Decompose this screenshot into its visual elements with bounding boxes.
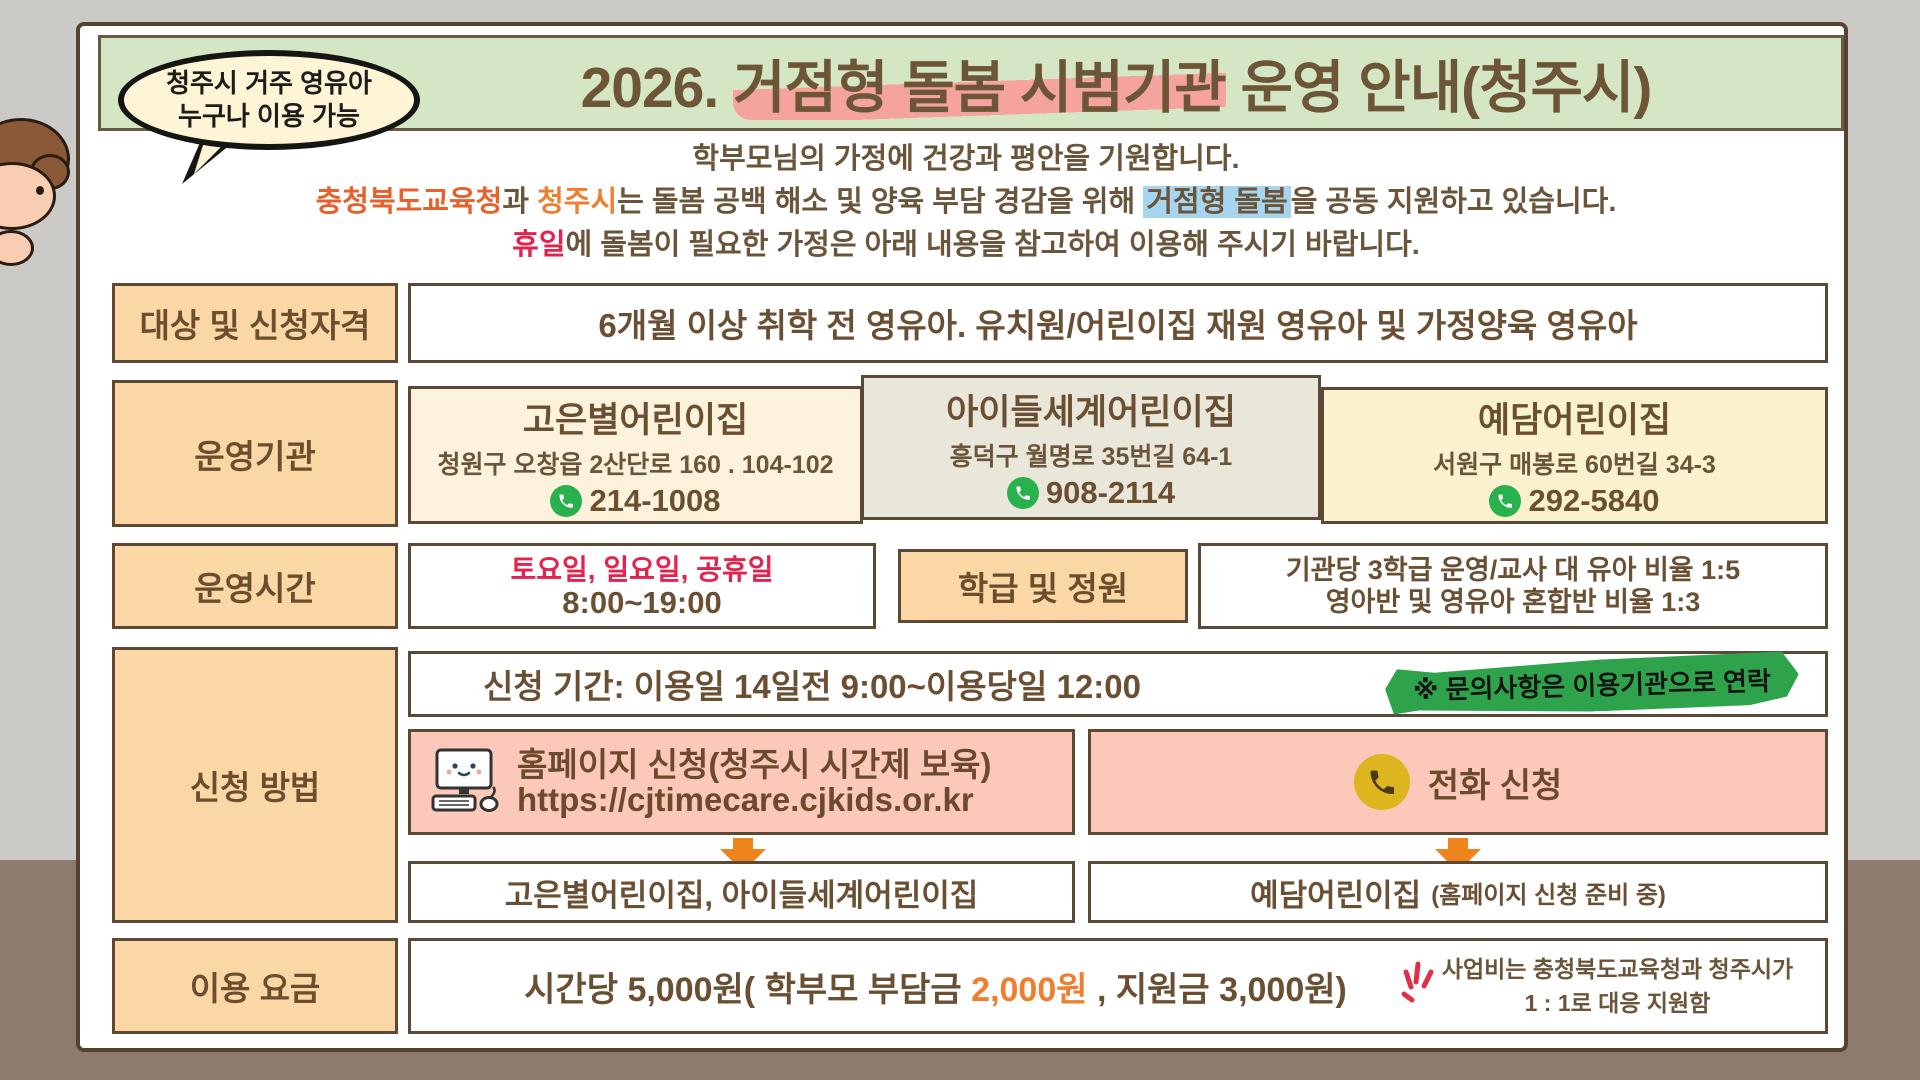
web-apply-text: 홈페이지 신청(청주시 시간제 보육) https://cjtimecare.c…: [517, 747, 992, 817]
blue-highlight-geojeom-dolbom: 거점형 돌봄: [1143, 186, 1291, 218]
center-name: 예담어린이집: [1477, 401, 1672, 440]
title-post: 운영 안내(청주시): [1225, 56, 1653, 120]
hours-content: 토요일, 일요일, 공휴일 8:00~19:00: [408, 543, 876, 629]
apply-period-text: 신청 기간: 이용일 14일전 9:00~이용당일 12:00: [483, 668, 1141, 705]
intro-line2: 충청북도교육청과 청주시는 돌봄 공백 해소 및 양육 부담 경감을 위해 거점…: [315, 186, 1617, 218]
speech-bubble-line1: 청주시 거주 영유아: [166, 68, 372, 98]
holiday-emphasis: 휴일: [512, 229, 566, 261]
center-card-goeunbyeol: 고은별어린이집 청원구 오창읍 2산단로 160 . 104-102 214-1…: [408, 386, 863, 524]
speech-bubble-tail: [182, 138, 236, 184]
parent-fee-emphasis: 2,000원: [971, 970, 1088, 1009]
apply-period-cell: 신청 기간: 이용일 14일전 9:00~이용당일 12:00 ※ 문의사항은 …: [408, 651, 1828, 717]
center-phone-number: 214-1008: [589, 482, 721, 518]
intro-paragraph: 학부모님의 가정에 건강과 평안을 기원합니다. 충청북도교육청과 청주시는 돌…: [80, 138, 1852, 267]
center-card-aideulsegye: 아이들세계어린이집 흥덕구 월명로 35번길 64-1 908-2114: [861, 375, 1321, 520]
phone-apply-target-note: (홈페이지 신청 준비 중): [1431, 881, 1666, 909]
phone-icon: [1006, 477, 1039, 509]
eligibility-content: 6개월 이상 취학 전 영유아. 유치원/어린이집 재원 영유아 및 가정양육 …: [408, 283, 1828, 363]
row-label-eligibility: 대상 및 신청자격: [112, 283, 398, 363]
row-label-fee: 이용 요금: [112, 938, 398, 1034]
intro-line1: 학부모님의 가정에 건강과 평안을 기원합니다.: [692, 143, 1240, 175]
child-hand: [0, 230, 34, 266]
title-highlighted-part: 거점형 돌봄 시범기관: [733, 56, 1227, 120]
center-card-yedam: 예담어린이집 서원구 매봉로 60번길 34-3 292-5840: [1321, 387, 1828, 524]
web-apply-targets: 고은별어린이집, 아이들세계어린이집: [408, 861, 1075, 923]
fee-note-text: 사업비는 충청북도교육청과 청주시가 1 : 1로 대응 지원함: [1441, 956, 1794, 1016]
center-phone-number: 292-5840: [1528, 483, 1660, 518]
capacity-line1: 기관당 3학급 운영/교사 대 유아 비율 1:5: [1285, 555, 1741, 585]
row-label-hours: 운영시간: [112, 543, 398, 629]
phone-icon: [550, 484, 583, 517]
operating-time: 8:00~19:00: [562, 584, 722, 620]
center-phone-row: 214-1008: [550, 482, 721, 519]
contact-note-green-highlight: ※ 문의사항은 이용기관으로 연락: [1384, 651, 1799, 717]
web-apply-url: https://cjtimecare.cjkids.or.kr: [517, 781, 974, 818]
center-phone-row: 908-2114: [1006, 475, 1176, 511]
red-emphasis-doodle-icon: [1401, 961, 1434, 1003]
phone-apply-box: 전화 신청: [1088, 729, 1828, 835]
speech-bubble-line2: 누구나 이용 가능: [178, 101, 360, 131]
down-arrow-icon: [720, 838, 766, 872]
phone-icon: [1489, 485, 1522, 517]
peeking-child-illustration: [0, 118, 80, 268]
speech-bubble: 청주시 거주 영유아 누구나 이용 가능: [118, 50, 420, 150]
page-title: 2026. 거점형 돌봄 시범기관 운영 안내(청주시): [291, 42, 1652, 124]
fee-side-note: 사업비는 충청북도교육청과 청주시가 1 : 1로 대응 지원함: [1400, 952, 1795, 1020]
telephone-icon: [1353, 754, 1410, 810]
row-label-institutions: 운영기관: [112, 380, 398, 527]
center-name: 아이들세계어린이집: [946, 393, 1236, 432]
phone-apply-title: 전화 신청: [1427, 766, 1563, 805]
center-address: 청원구 오창읍 2산단로 160 . 104-102: [437, 450, 834, 479]
web-apply-box: 홈페이지 신청(청주시 시간제 보육) https://cjtimecare.c…: [408, 729, 1075, 835]
center-name: 고은별어린이집: [522, 400, 749, 440]
center-phone-number: 908-2114: [1045, 475, 1176, 510]
phone-apply-target: 예담어린이집 (홈페이지 신청 준비 중): [1088, 861, 1828, 923]
child-eye: [36, 186, 44, 195]
center-address: 흥덕구 월명로 35번길 64-1: [949, 443, 1233, 471]
title-pre: 2026.: [580, 56, 734, 120]
down-arrow-icon: [1435, 838, 1481, 872]
capacity-content: 기관당 3학급 운영/교사 대 유아 비율 1:5 영아반 및 영유아 혼합반 …: [1198, 543, 1828, 629]
org-chungbuk-office: 충청북도교육청: [315, 186, 503, 218]
fee-content: 시간당 5,000원( 학부모 부담금 2,000원 , 지원금 3,000원)…: [408, 938, 1828, 1034]
capacity-line2: 영아반 및 영유아 혼합반 비율 1:3: [1325, 587, 1701, 617]
operating-days: 토요일, 일요일, 공휴일: [510, 553, 774, 585]
web-apply-line1: 홈페이지 신청(청주시 시간제 보육): [517, 746, 992, 783]
center-phone-row: 292-5840: [1489, 483, 1660, 519]
intro-line3: 휴일에 돌봄이 필요한 가정은 아래 내용을 참고하여 이용해 주시기 바랍니다…: [512, 229, 1420, 261]
org-cheongju-city: 청주시: [537, 186, 618, 218]
fee-main-text: 시간당 5,000원( 학부모 부담금 2,000원 , 지원금 3,000원): [524, 970, 1347, 1009]
capacity-label: 학급 및 정원: [898, 549, 1188, 623]
row-label-apply: 신청 방법: [112, 647, 398, 923]
center-address: 서원구 매봉로 60번길 34-3: [1433, 451, 1716, 479]
poster-card: 2026. 거점형 돌봄 시범기관 운영 안내(청주시) 청주시 거주 영유아 …: [76, 22, 1848, 1052]
computer-icon: [431, 748, 499, 812]
